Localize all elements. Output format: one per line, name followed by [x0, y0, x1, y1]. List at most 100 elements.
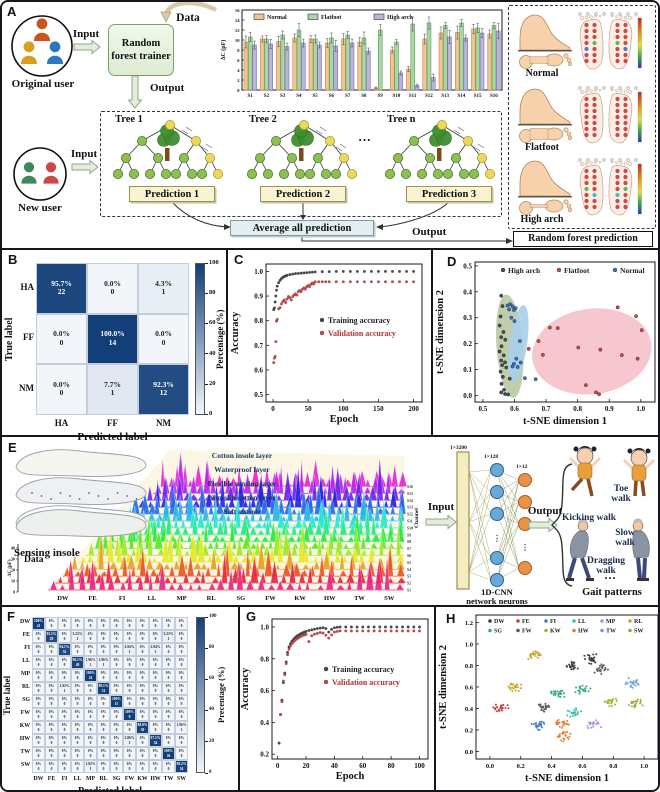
circle-shape	[594, 15, 597, 18]
circle-shape	[615, 28, 620, 34]
text-shape: 30	[11, 557, 15, 562]
waterfall-peak	[231, 567, 240, 584]
tsne-point-LL	[568, 710, 571, 713]
data-point	[361, 629, 365, 633]
tsne-point-SW	[641, 704, 644, 707]
tsne-point-FI	[533, 723, 536, 726]
div-shape: 0	[89, 753, 92, 758]
waterfall-peak	[196, 511, 205, 529]
tsne-point-RL	[539, 653, 542, 656]
bar-Flatfoot	[410, 23, 416, 91]
div-shape: 41	[36, 623, 41, 628]
div-shape: 0%	[48, 684, 55, 689]
data-point	[324, 633, 328, 637]
div-shape: 0%	[35, 684, 42, 689]
slow-walk-label: Slow walk	[615, 528, 635, 548]
bar-Normal	[243, 41, 249, 91]
path-shape	[631, 448, 647, 456]
div-shape: 0	[128, 727, 131, 732]
circle-shape	[615, 40, 620, 46]
div-shape: 0%	[100, 632, 107, 637]
data-point	[327, 280, 331, 284]
person-icon	[49, 41, 61, 53]
circle-shape	[586, 158, 590, 162]
div-shape: 0%	[113, 645, 120, 650]
div-shape: 1	[167, 636, 170, 641]
div-shape: 0	[115, 662, 118, 667]
confusion-cell: 0% 0	[45, 695, 58, 708]
flatfoot-foot-profile	[519, 88, 571, 125]
text-shape: 0.8	[609, 763, 618, 770]
confusion-cell: 0% 0	[45, 656, 58, 669]
panel-a-decoration	[11, 2, 642, 244]
circle-shape	[627, 89, 633, 95]
text-shape: S16	[490, 94, 498, 99]
div-shape: 0	[115, 636, 118, 641]
confusion-cell: 0% 0	[84, 643, 97, 656]
circle-shape	[567, 207, 573, 213]
div-shape: 0	[180, 636, 183, 641]
div-shape: 1	[180, 727, 183, 732]
data-point	[391, 269, 394, 273]
confusion-cell: 0% 0	[32, 760, 45, 773]
confusion-cell: 0% 0	[97, 643, 110, 656]
tsne-point-FW	[543, 710, 546, 713]
waterfall-peak	[230, 561, 240, 570]
col-label-KW: KW	[137, 776, 148, 782]
div-shape: 0.0%	[53, 379, 70, 389]
tsne-point-KW	[611, 701, 614, 704]
data-point	[317, 280, 321, 284]
circle-shape	[615, 126, 620, 132]
confusion-cell: 0% 0	[136, 656, 149, 669]
waterfall-peak	[275, 563, 281, 570]
confusion-cell: 1.96% 1	[84, 656, 97, 669]
bar-Normal	[406, 68, 411, 91]
data-point	[308, 285, 311, 289]
text-shape: S4	[296, 94, 302, 99]
confusion-cell: 97.1% 34	[149, 734, 162, 747]
circle-shape	[592, 168, 597, 174]
circle-shape	[579, 161, 585, 167]
gait-brace	[551, 463, 573, 587]
div-shape: 98.1%	[98, 684, 109, 689]
div-shape: 0	[154, 662, 157, 667]
div-shape: 92.3%	[153, 379, 174, 389]
tsne-point	[507, 307, 511, 312]
div-shape: 0%	[178, 749, 185, 754]
circle-shape	[584, 102, 589, 108]
waterfall-peak	[339, 569, 348, 577]
tsne-point	[503, 360, 507, 365]
tsne-point-FW	[541, 709, 544, 712]
path-shape	[577, 446, 593, 454]
waterfall-peak	[304, 471, 311, 487]
tsne-point-TW	[630, 684, 633, 687]
bar-High arch	[301, 42, 306, 91]
text-shape: S10	[392, 94, 400, 99]
circle-shape	[634, 158, 638, 162]
tree-node	[270, 135, 281, 146]
div-shape: 0%	[126, 697, 133, 702]
circle-shape	[594, 86, 598, 90]
bar-High arch	[479, 32, 485, 91]
div-shape: 0	[141, 675, 144, 680]
tree-node	[298, 120, 309, 131]
circle-shape	[623, 46, 628, 52]
tsne-point-HW	[555, 721, 558, 724]
tsne-point-RL	[509, 683, 512, 686]
line-shape	[468, 471, 492, 559]
circle-shape	[578, 158, 582, 162]
confusion-cell: 0% 0	[136, 682, 149, 695]
waterfall-peak	[155, 515, 162, 529]
data-point	[277, 281, 281, 285]
tsne-point-FE	[495, 706, 498, 709]
confusion-cell: 0% 0	[84, 682, 97, 695]
div-shape	[205, 383, 208, 385]
circle-shape	[612, 267, 618, 273]
tree-icon	[299, 148, 304, 161]
waterfall-peak	[346, 580, 352, 591]
rect-shape	[271, 618, 429, 760]
div-shape	[205, 262, 208, 264]
text-shape: Data	[24, 555, 44, 565]
true-label-axis: True label	[4, 317, 15, 361]
waterfall-peak	[257, 541, 266, 570]
